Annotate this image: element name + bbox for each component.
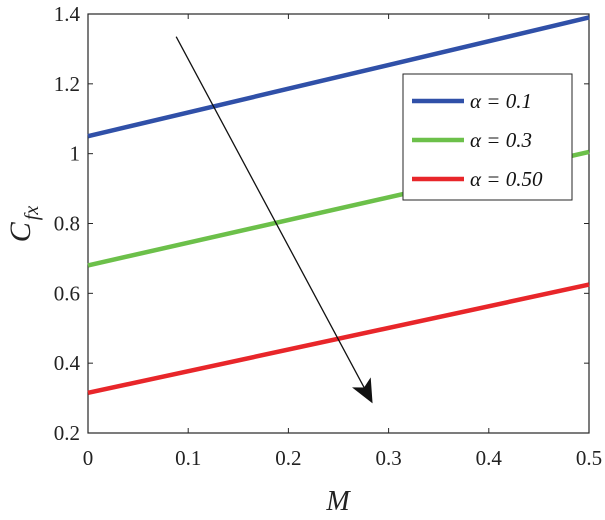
svg-text:Cfx: Cfx [4,206,43,243]
legend-label-1: α = 0.3 [470,128,532,152]
x-tick-label: 0.4 [476,446,503,470]
x-axis-title: M [325,486,351,517]
y-axis-title: Cfx [4,206,43,243]
y-tick-label: 0.2 [54,421,80,445]
x-tick-label: 0 [83,446,94,470]
y-tick-label: 0.6 [54,281,80,305]
y-tick-label: 1.2 [54,72,80,96]
y-tick-label: 1.4 [54,2,81,26]
x-tick-label: 0.2 [275,446,301,470]
axis-ticks: 0 0.1 0.2 0.3 0.4 0.5 0.2 0.4 0.6 0.8 1 1.2 1.4 [54,2,602,470]
y-tick-label: 1 [70,142,81,166]
y-axis-title-sub: fx [21,206,43,221]
legend-label-0: α = 0.1 [470,89,532,113]
x-tick-label: 0.3 [375,446,401,470]
y-axis-title-main: C [4,221,37,242]
arrow-head [352,377,373,404]
x-tick-label: 0.1 [175,446,201,470]
trend-arrow [175,36,373,404]
series-line-0 [87,15,590,139]
arrow-shaft [175,36,368,394]
y-tick-label: 0.8 [54,212,80,236]
y-tick-label: 0.4 [54,351,81,375]
x-tick-label: 0.5 [576,446,602,470]
legend-label-2: α = 0.50 [470,167,543,191]
legend: α = 0.1 α = 0.3 α = 0.50 [402,73,573,201]
